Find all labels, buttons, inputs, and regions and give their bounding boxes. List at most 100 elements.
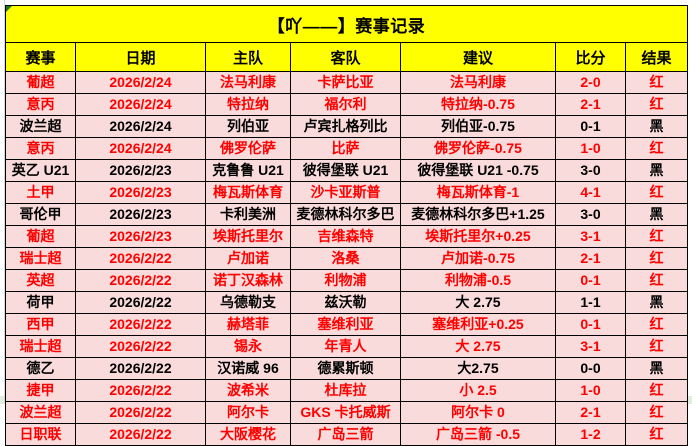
cell-league[interactable]: 哥伦甲 — [5, 203, 76, 226]
column-header-score[interactable]: 比分 — [555, 42, 626, 72]
cell-league[interactable]: 意丙 — [5, 93, 76, 116]
cell-result[interactable]: 黑 — [624, 357, 689, 380]
cell-result[interactable]: 黑 — [624, 159, 689, 182]
cell-date[interactable]: 2026/2/22 — [75, 247, 206, 270]
cell-date[interactable]: 2026/2/22 — [75, 401, 206, 424]
cell-away[interactable]: 兹沃勒 — [290, 291, 401, 314]
cell-date[interactable]: 2026/2/23 — [75, 181, 206, 204]
cell-away[interactable]: 福尔利 — [290, 93, 401, 116]
cell-score[interactable]: 2-1 — [555, 401, 626, 424]
cell-date[interactable]: 2026/2/22 — [75, 291, 206, 314]
cell-advice[interactable]: 阿尔卡 0 — [5, 5, 556, 424]
cell-result[interactable]: 红 — [624, 269, 689, 292]
cell-advice[interactable]: 佛罗伦萨-0.75 — [400, 137, 556, 160]
cell-league[interactable]: 葡超 — [5, 71, 76, 94]
cell-home[interactable]: 法马利康 — [205, 71, 291, 94]
cell-league[interactable]: 意丙 — [5, 137, 76, 160]
cell-result[interactable]: 红 — [624, 313, 689, 336]
cell-league[interactable]: 瑞士超 — [5, 335, 76, 358]
cell-away[interactable]: 卢宾扎格列比 — [290, 115, 401, 138]
cell-date[interactable]: 2026/2/24 — [75, 93, 206, 116]
cell-score[interactable]: 3-1 — [555, 335, 626, 358]
cell-date[interactable]: 2026/2/22 — [75, 335, 206, 358]
cell-league[interactable]: 英乙 U21 — [5, 159, 76, 182]
cell-score[interactable]: 3-0 — [555, 159, 626, 182]
cell-home[interactable]: 波希米 — [205, 379, 291, 402]
cell-result[interactable]: 红 — [624, 423, 689, 446]
cell-home[interactable]: 诺丁汉森林 — [205, 269, 291, 292]
cell-advice[interactable]: 法马利康 — [400, 71, 556, 94]
cell-result[interactable]: 红 — [624, 401, 689, 424]
cell-advice[interactable]: 大 2.75 — [400, 335, 556, 358]
cell-advice[interactable]: 卢加诺-0.75 — [400, 247, 556, 270]
cell-advice[interactable]: 塞维利亚+0.25 — [400, 313, 556, 336]
cell-away[interactable]: 德累斯顿 — [290, 357, 401, 380]
cell-home[interactable]: 梅瓦斯体育 — [205, 181, 291, 204]
cell-result[interactable]: 红 — [624, 137, 689, 160]
column-header-away[interactable]: 客队 — [290, 42, 401, 72]
cell-result[interactable]: 黑 — [624, 115, 689, 138]
cell-date[interactable]: 2026/2/23 — [75, 225, 206, 248]
cell-date[interactable]: 2026/2/24 — [75, 71, 206, 94]
cell-date[interactable]: 2026/2/24 — [75, 137, 206, 160]
cell-advice[interactable]: 广岛三箭 -0.5 — [400, 423, 556, 446]
cell-away[interactable]: 年青人 — [290, 335, 401, 358]
cell-away[interactable]: 塞维利亚 — [290, 313, 401, 336]
cell-result[interactable]: 红 — [624, 379, 689, 402]
cell-league[interactable]: 葡超 — [5, 225, 76, 248]
cell-score[interactable]: 2-1 — [555, 247, 626, 270]
cell-score[interactable]: 0-1 — [555, 313, 626, 336]
cell-date[interactable]: 2026/2/22 — [75, 313, 206, 336]
cell-result[interactable]: 红 — [624, 71, 689, 94]
cell-home[interactable]: 佛罗伦萨 — [205, 137, 291, 160]
cell-date[interactable]: 2026/2/23 — [75, 159, 206, 182]
cell-advice[interactable]: 彼得堡联 U21 -0.75 — [400, 159, 556, 182]
cell-date[interactable]: 2026/2/24 — [75, 115, 206, 138]
cell-result[interactable]: 红 — [624, 93, 689, 116]
cell-date[interactable]: 2026/2/23 — [75, 203, 206, 226]
cell-date[interactable]: 2026/2/22 — [75, 423, 206, 446]
cell-league[interactable]: 波兰超 — [5, 401, 76, 424]
cell-league[interactable]: 捷甲 — [5, 379, 76, 402]
cell-score[interactable]: 1-2 — [555, 423, 626, 446]
cell-score[interactable]: 1-0 — [555, 137, 626, 160]
cell-home[interactable]: 克鲁鲁 U21 — [205, 159, 291, 182]
cell-away[interactable]: 利物浦 — [290, 269, 401, 292]
cell-league[interactable]: 土甲 — [5, 181, 76, 204]
cell-score[interactable]: 3-1 — [555, 225, 626, 248]
cell-home[interactable]: 特拉纳 — [205, 93, 291, 116]
cell-league[interactable]: 英超 — [5, 269, 76, 292]
cell-home[interactable]: 大阪樱花 — [205, 423, 291, 446]
column-header-league[interactable]: 赛事 — [5, 42, 76, 72]
cell-away[interactable]: 沙卡亚斯普 — [290, 181, 401, 204]
cell-result[interactable]: 红 — [624, 335, 689, 358]
cell-home[interactable]: 汉诺威 96 — [205, 357, 291, 380]
cell-score[interactable]: 2-0 — [555, 71, 626, 94]
cell-result[interactable]: 黑 — [624, 203, 689, 226]
cell-score[interactable]: 0-1 — [555, 115, 626, 138]
cell-home[interactable]: 锡永 — [205, 335, 291, 358]
column-header-result[interactable]: 结果 — [624, 42, 689, 72]
cell-home[interactable]: 列伯亚 — [205, 115, 291, 138]
cell-away[interactable]: 杜库拉 — [290, 379, 401, 402]
cell-advice[interactable]: 大2.75 — [400, 357, 556, 380]
cell-advice[interactable]: 小 2.5 — [400, 379, 556, 402]
cell-score[interactable]: 0-1 — [555, 269, 626, 292]
cell-advice[interactable]: 埃斯托里尔+0.25 — [400, 225, 556, 248]
cell-home[interactable]: 卡利美洲 — [205, 203, 291, 226]
cell-away[interactable]: GKS 卡托威斯 — [290, 401, 401, 424]
cell-league[interactable]: 德乙 — [5, 357, 76, 380]
cell-result[interactable]: 红 — [624, 181, 689, 204]
cell-score[interactable]: 4-1 — [555, 181, 626, 204]
cell-away[interactable]: 卡萨比亚 — [290, 71, 401, 94]
cell-home[interactable]: 阿尔卡 — [205, 401, 291, 424]
cell-advice[interactable]: 大 2.75 — [400, 291, 556, 314]
cell-score[interactable]: 0-0 — [555, 357, 626, 380]
cell-home[interactable]: 埃斯托里尔 — [205, 225, 291, 248]
column-header-date[interactable]: 日期 — [75, 42, 206, 72]
column-header-home[interactable]: 主队 — [205, 42, 291, 72]
cell-advice[interactable]: 特拉纳-0.75 — [400, 93, 556, 116]
cell-league[interactable]: 西甲 — [5, 313, 76, 336]
cell-away[interactable]: 彼得堡联 U21 — [290, 159, 401, 182]
cell-away[interactable]: 吉维森特 — [290, 225, 401, 248]
